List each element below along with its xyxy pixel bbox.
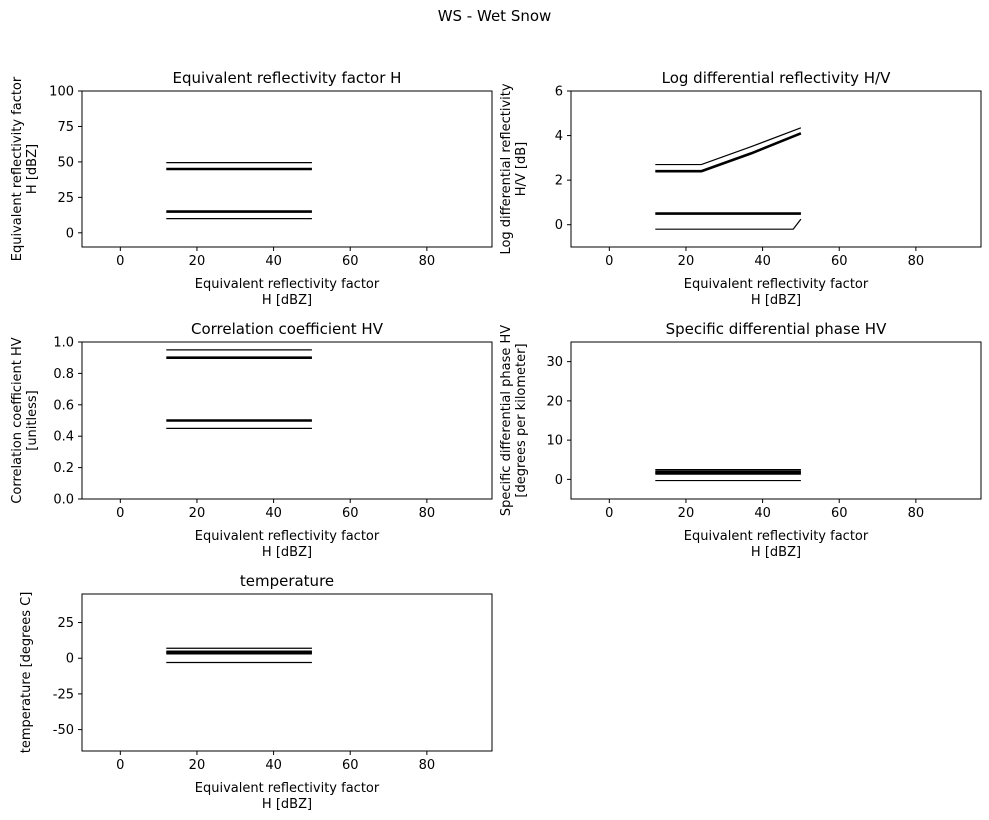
x-tick-label: 80: [419, 254, 436, 269]
y-axis-label: [degrees per kilometer]: [514, 343, 529, 497]
y-tick-label: 75: [57, 120, 74, 135]
plot-frame: [81, 341, 493, 500]
y-axis-label: Log differential reflectivity: [499, 83, 514, 254]
y-tick-label: 0.0: [53, 493, 74, 508]
x-axis-label: H [dBZ]: [262, 545, 312, 560]
x-tick-label: 40: [265, 506, 282, 521]
y-axis-label: Correlation coefficient HV: [10, 337, 25, 503]
x-tick-label: 80: [419, 758, 436, 773]
chart-panel-2: Log differential reflectivity H/V0 20 40 60…: [499, 69, 982, 308]
y-tick-label: 100: [49, 85, 74, 100]
x-axis-label: H [dBZ]: [751, 293, 801, 308]
x-tick-label: 40: [265, 254, 282, 269]
x-tick-label: 40: [754, 254, 771, 269]
chart-title: Correlation coefficient HV: [191, 320, 384, 338]
x-axis-label: H [dBZ]: [262, 797, 312, 812]
y-tick-label: 1.0: [53, 336, 74, 351]
y-tick-label: 0: [66, 652, 74, 667]
plot-frame: [570, 90, 982, 248]
y-tick-label: 0.4: [53, 430, 74, 445]
plot-frame: [81, 90, 493, 248]
y-tick-label: 10: [546, 434, 563, 449]
x-tick-label: 60: [342, 758, 359, 773]
plot-frame: [81, 593, 493, 752]
chart-title: temperature: [240, 572, 334, 590]
x-tick-label: 60: [831, 506, 848, 521]
y-tick-label: 4: [555, 129, 563, 144]
x-axis-label: H [dBZ]: [262, 293, 312, 308]
chart-panel-5: temperature 0 20 40 60 80 -50 -25 0 25 Equivalent …: [19, 572, 493, 812]
x-tick-label: 0: [116, 758, 124, 773]
x-tick-label: 20: [678, 254, 695, 269]
y-tick-label: 0.8: [53, 367, 74, 382]
x-tick-label: 0: [116, 254, 124, 269]
x-axis-label: H [dBZ]: [751, 545, 801, 560]
x-axis-label: Equivalent reflectivity factor: [684, 277, 869, 292]
x-tick-label: 60: [342, 506, 359, 521]
x-tick-label: 60: [342, 254, 359, 269]
x-tick-label: 20: [189, 758, 206, 773]
y-axis-label: temperature [degrees C]: [19, 592, 34, 754]
x-tick-label: 0: [605, 254, 613, 269]
x-tick-label: 40: [754, 506, 771, 521]
x-tick-label: 80: [908, 254, 925, 269]
chart-panel-4: Specific differential phase HV 0 20 40 60 80 0…: [499, 320, 982, 560]
series-line-1: [655, 127, 802, 166]
x-tick-label: 20: [189, 506, 206, 521]
y-tick-label: 25: [57, 616, 74, 631]
plot-frame: [570, 341, 982, 500]
y-tick-label: 0: [555, 473, 563, 488]
y-tick-label: -50: [53, 723, 74, 738]
chart-panel-3: Correlation coefficient HV 0 20 40 60 80 0.0 0.…: [10, 320, 493, 560]
y-tick-label: -25: [53, 687, 74, 702]
y-axis-label: [unitless]: [25, 390, 40, 451]
x-tick-label: 0: [605, 506, 613, 521]
y-tick-label: 25: [57, 191, 74, 206]
y-tick-label: 30: [546, 355, 563, 370]
x-tick-label: 20: [189, 254, 206, 269]
x-tick-label: 80: [419, 506, 436, 521]
y-axis-label: Specific differential phase HV: [499, 325, 514, 516]
y-axis-label: H [dBZ]: [25, 144, 40, 194]
series-line-4: [655, 218, 802, 230]
y-tick-label: 0.6: [53, 398, 74, 413]
x-tick-label: 80: [908, 506, 925, 521]
series-line-2: [655, 132, 802, 173]
x-axis-label: Equivalent reflectivity factor: [195, 781, 380, 796]
x-axis-label: Equivalent reflectivity factor: [195, 529, 380, 544]
figure-suptitle: WS - Wet Snow: [437, 7, 552, 25]
y-axis-label: H/V [dB]: [514, 142, 529, 197]
y-tick-label: 0: [66, 226, 74, 241]
y-tick-label: 0.2: [53, 461, 74, 476]
y-tick-label: 0: [555, 218, 563, 233]
x-tick-label: 20: [678, 506, 695, 521]
y-tick-label: 2: [555, 174, 563, 189]
chart-panel-1: Equivalent reflectivity factor H 0 20 40 60 8…: [10, 69, 493, 308]
y-tick-label: 50: [57, 155, 74, 170]
x-tick-label: 60: [831, 254, 848, 269]
y-axis-label: Equivalent reflectivity factor: [10, 76, 25, 261]
y-tick-label: 20: [546, 394, 563, 409]
chart-title: Equivalent reflectivity factor H: [173, 69, 402, 87]
x-axis-label: Equivalent reflectivity factor: [195, 277, 380, 292]
x-tick-label: 40: [265, 758, 282, 773]
x-axis-label: Equivalent reflectivity factor: [684, 529, 869, 544]
chart-title: Log differential reflectivity H/V: [662, 69, 892, 87]
x-tick-label: 0: [116, 506, 124, 521]
y-tick-label: 6: [555, 85, 563, 100]
chart-title: Specific differential phase HV: [666, 320, 887, 338]
